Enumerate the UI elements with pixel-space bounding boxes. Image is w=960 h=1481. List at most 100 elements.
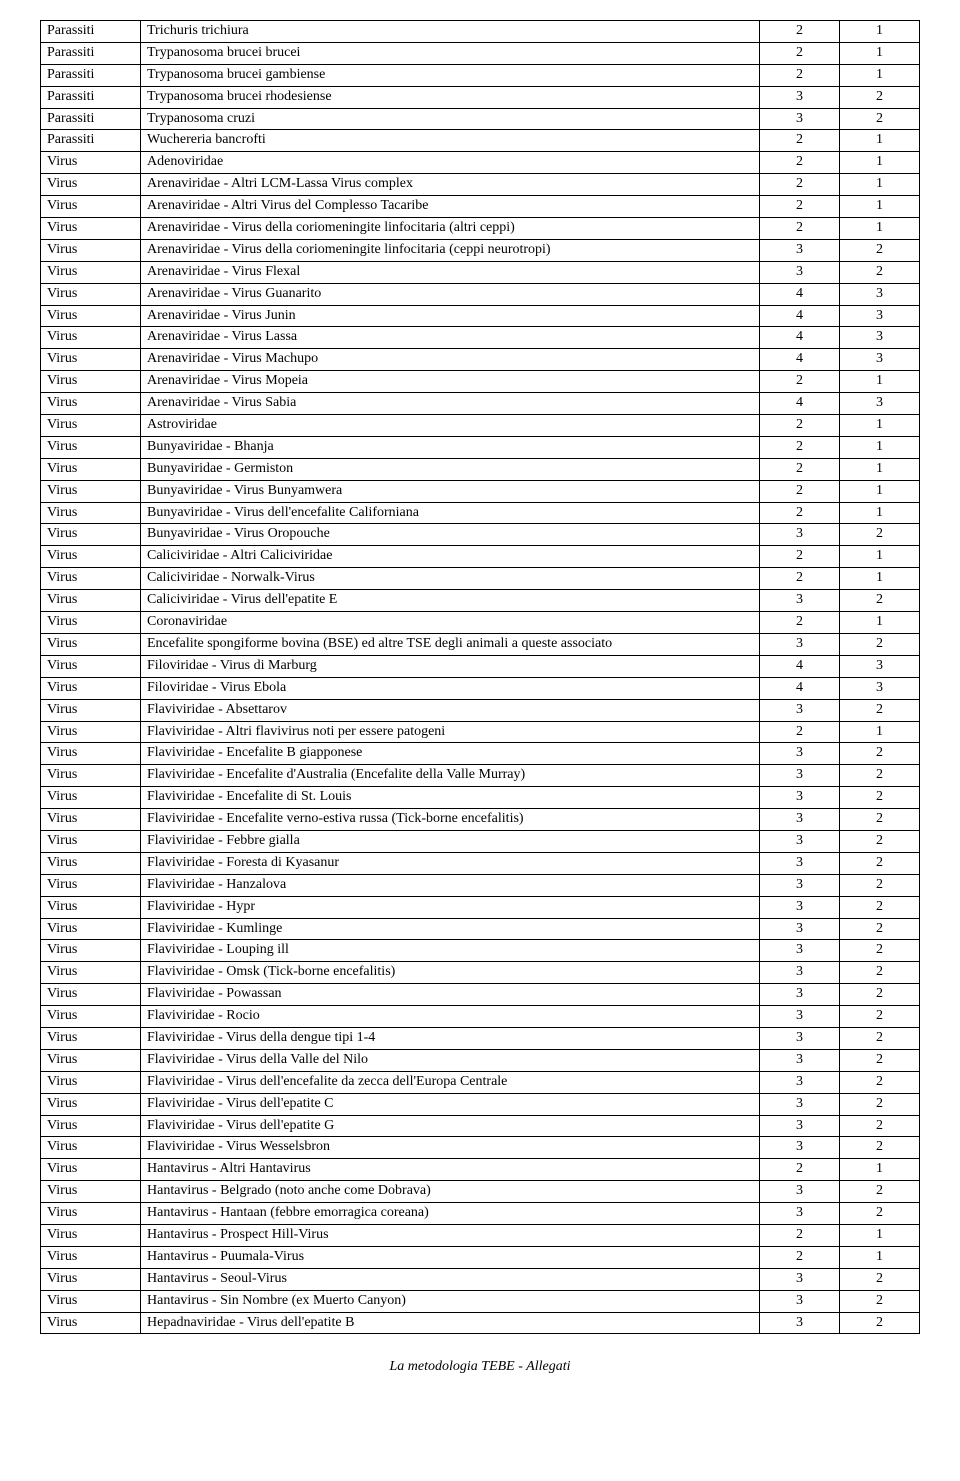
cell-value-1: 3 [760, 1093, 840, 1115]
cell-name: Arenaviridae - Virus della coriomeningit… [141, 239, 760, 261]
cell-value-1: 3 [760, 108, 840, 130]
cell-value-1: 4 [760, 327, 840, 349]
cell-name: Astroviridae [141, 415, 760, 437]
cell-name: Flaviviridae - Altri flavivirus noti per… [141, 721, 760, 743]
cell-category: Virus [41, 612, 141, 634]
cell-value-2: 1 [840, 1159, 920, 1181]
cell-category: Virus [41, 830, 141, 852]
cell-value-2: 2 [840, 984, 920, 1006]
cell-value-2: 1 [840, 196, 920, 218]
table-row: ParassitiTrypanosoma cruzi32 [41, 108, 920, 130]
table-row: VirusFlaviviridae - Rocio32 [41, 1006, 920, 1028]
cell-category: Virus [41, 1006, 141, 1028]
cell-value-2: 2 [840, 874, 920, 896]
cell-name: Trypanosoma brucei gambiense [141, 64, 760, 86]
cell-category: Parassiti [41, 108, 141, 130]
cell-value-1: 4 [760, 677, 840, 699]
cell-category: Virus [41, 327, 141, 349]
cell-category: Virus [41, 1027, 141, 1049]
cell-value-1: 3 [760, 1203, 840, 1225]
cell-name: Hantavirus - Seoul-Virus [141, 1268, 760, 1290]
cell-value-2: 1 [840, 64, 920, 86]
cell-value-1: 3 [760, 633, 840, 655]
cell-value-2: 2 [840, 918, 920, 940]
table-row: VirusFiloviridae - Virus di Marburg43 [41, 655, 920, 677]
cell-category: Virus [41, 568, 141, 590]
cell-name: Bunyaviridae - Virus dell'encefalite Cal… [141, 502, 760, 524]
cell-value-1: 2 [760, 546, 840, 568]
cell-value-2: 1 [840, 458, 920, 480]
cell-value-2: 1 [840, 546, 920, 568]
cell-name: Bunyaviridae - Virus Bunyamwera [141, 480, 760, 502]
cell-value-1: 3 [760, 830, 840, 852]
cell-value-1: 4 [760, 305, 840, 327]
cell-value-1: 3 [760, 852, 840, 874]
cell-value-2: 2 [840, 1181, 920, 1203]
cell-name: Flaviviridae - Rocio [141, 1006, 760, 1028]
table-row: VirusArenaviridae - Virus Guanarito43 [41, 283, 920, 305]
cell-value-1: 3 [760, 239, 840, 261]
cell-category: Virus [41, 787, 141, 809]
cell-value-1: 2 [760, 64, 840, 86]
cell-category: Virus [41, 809, 141, 831]
table-row: VirusBunyaviridae - Virus Bunyamwera21 [41, 480, 920, 502]
cell-name: Arenaviridae - Virus Lassa [141, 327, 760, 349]
cell-value-1: 2 [760, 196, 840, 218]
table-row: VirusHantavirus - Altri Hantavirus21 [41, 1159, 920, 1181]
cell-value-2: 2 [840, 1006, 920, 1028]
table-row: VirusHepadnaviridae - Virus dell'epatite… [41, 1312, 920, 1334]
table-row: VirusArenaviridae - Virus Mopeia21 [41, 371, 920, 393]
cell-value-1: 3 [760, 896, 840, 918]
cell-name: Flaviviridae - Febbre gialla [141, 830, 760, 852]
cell-category: Virus [41, 699, 141, 721]
cell-category: Virus [41, 721, 141, 743]
table-row: VirusBunyaviridae - Virus Oropouche32 [41, 524, 920, 546]
table-row: VirusAstroviridae21 [41, 415, 920, 437]
table-row: ParassitiWuchereria bancrofti21 [41, 130, 920, 152]
cell-category: Virus [41, 918, 141, 940]
cell-value-2: 1 [840, 130, 920, 152]
cell-value-2: 1 [840, 152, 920, 174]
cell-name: Trypanosoma cruzi [141, 108, 760, 130]
cell-value-2: 1 [840, 568, 920, 590]
table-row: VirusFlaviviridae - Encefalite d'Austral… [41, 765, 920, 787]
table-row: VirusCaliciviridae - Norwalk-Virus21 [41, 568, 920, 590]
cell-value-1: 4 [760, 393, 840, 415]
cell-value-1: 3 [760, 1137, 840, 1159]
cell-category: Virus [41, 196, 141, 218]
cell-value-1: 3 [760, 1312, 840, 1334]
cell-category: Virus [41, 1290, 141, 1312]
cell-value-2: 2 [840, 852, 920, 874]
cell-category: Virus [41, 480, 141, 502]
cell-value-1: 3 [760, 1027, 840, 1049]
cell-value-1: 4 [760, 349, 840, 371]
cell-name: Arenaviridae - Virus della coriomeningit… [141, 218, 760, 240]
table-row: VirusArenaviridae - Virus Sabia43 [41, 393, 920, 415]
table-row: VirusHantavirus - Belgrado (noto anche c… [41, 1181, 920, 1203]
cell-name: Hantavirus - Prospect Hill-Virus [141, 1224, 760, 1246]
table-row: VirusEncefalite spongiforme bovina (BSE)… [41, 633, 920, 655]
cell-value-1: 2 [760, 612, 840, 634]
cell-value-1: 3 [760, 918, 840, 940]
table-row: VirusFlaviviridae - Febbre gialla32 [41, 830, 920, 852]
cell-value-1: 2 [760, 371, 840, 393]
cell-name: Arenaviridae - Virus Guanarito [141, 283, 760, 305]
cell-value-2: 2 [840, 108, 920, 130]
cell-category: Virus [41, 261, 141, 283]
cell-value-1: 2 [760, 502, 840, 524]
cell-category: Virus [41, 1049, 141, 1071]
cell-value-2: 2 [840, 239, 920, 261]
cell-value-2: 2 [840, 1049, 920, 1071]
table-row: VirusFlaviviridae - Hypr32 [41, 896, 920, 918]
cell-category: Virus [41, 1181, 141, 1203]
cell-value-2: 1 [840, 436, 920, 458]
cell-value-2: 2 [840, 787, 920, 809]
cell-name: Bunyaviridae - Virus Oropouche [141, 524, 760, 546]
table-row: ParassitiTrypanosoma brucei brucei21 [41, 42, 920, 64]
data-table: ParassitiTrichuris trichiura21ParassitiT… [40, 20, 920, 1334]
cell-category: Virus [41, 852, 141, 874]
cell-name: Hantavirus - Belgrado (noto anche come D… [141, 1181, 760, 1203]
table-row: VirusCaliciviridae - Altri Caliciviridae… [41, 546, 920, 568]
cell-value-1: 2 [760, 174, 840, 196]
cell-value-2: 1 [840, 480, 920, 502]
